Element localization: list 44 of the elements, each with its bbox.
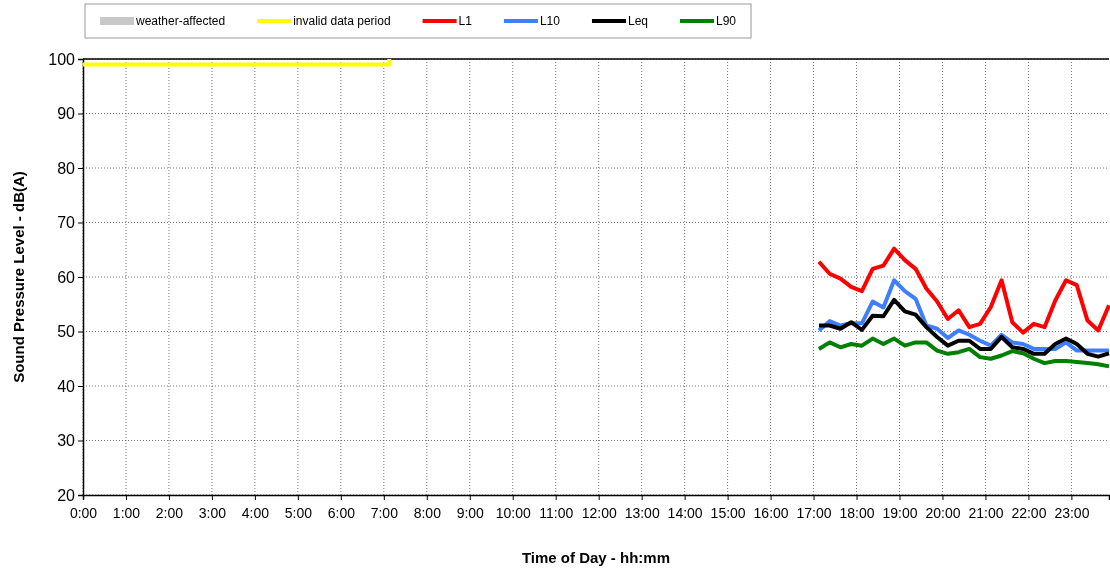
- x-tick-label: 8:00: [413, 505, 442, 522]
- x-tick-label: 18:00: [839, 505, 875, 522]
- line-series: [816, 246, 1110, 335]
- x-tick-label: 23:00: [1054, 505, 1090, 522]
- legend-label: Leq: [627, 14, 648, 28]
- x-tick-label: 1:00: [112, 505, 141, 522]
- x-tick-label: 4:00: [241, 505, 270, 522]
- x-tick-label: 14:00: [667, 505, 703, 522]
- y-tick-label: 40: [57, 377, 76, 395]
- y-tick-label: 80: [57, 159, 76, 177]
- legend-label: L10: [539, 14, 561, 28]
- y-tick-label: 30: [57, 432, 76, 450]
- y-tick-label: 50: [57, 323, 76, 341]
- x-tick-label: 3:00: [198, 505, 227, 522]
- legend-label: L1: [458, 14, 473, 28]
- legend-label: invalid data period: [293, 14, 391, 28]
- x-tick-label: 11:00: [539, 505, 574, 522]
- line-series: [816, 336, 1110, 369]
- x-tick-label: 12:00: [581, 505, 617, 522]
- x-tick-label: 16:00: [753, 505, 789, 522]
- y-tick-label: 90: [57, 105, 76, 123]
- x-tick-label: 10:00: [495, 505, 531, 522]
- x-tick-label: 0:00: [69, 505, 98, 522]
- x-tick-label: 21:00: [968, 505, 1004, 522]
- x-tick-label: 7:00: [370, 505, 399, 522]
- x-tick-label: 20:00: [925, 505, 961, 522]
- x-tick-label: 9:00: [456, 505, 485, 522]
- y-tick-label: 20: [57, 486, 76, 504]
- x-tick-label: 6:00: [327, 505, 356, 522]
- line-series: [816, 297, 1110, 359]
- x-axis-title: Time of Day - hh:mm: [521, 549, 671, 566]
- x-tick-label: 5:00: [284, 505, 313, 522]
- legend-label: L90: [716, 14, 737, 28]
- x-tick-label: 2:00: [155, 505, 184, 522]
- x-tick-label: 19:00: [882, 505, 918, 522]
- x-tick-label: 15:00: [710, 505, 746, 522]
- y-axis-title: Sound Pressure Level - dB(A): [10, 171, 27, 383]
- y-tick-label: 60: [57, 268, 76, 286]
- y-tick-label: 100: [48, 50, 76, 68]
- x-tick-label: 17:00: [796, 505, 832, 522]
- x-tick-label: 13:00: [624, 505, 660, 522]
- legend-label: weather-affected: [135, 14, 226, 28]
- x-tick-label: 22:00: [1011, 505, 1047, 522]
- y-tick-label: 70: [57, 214, 76, 232]
